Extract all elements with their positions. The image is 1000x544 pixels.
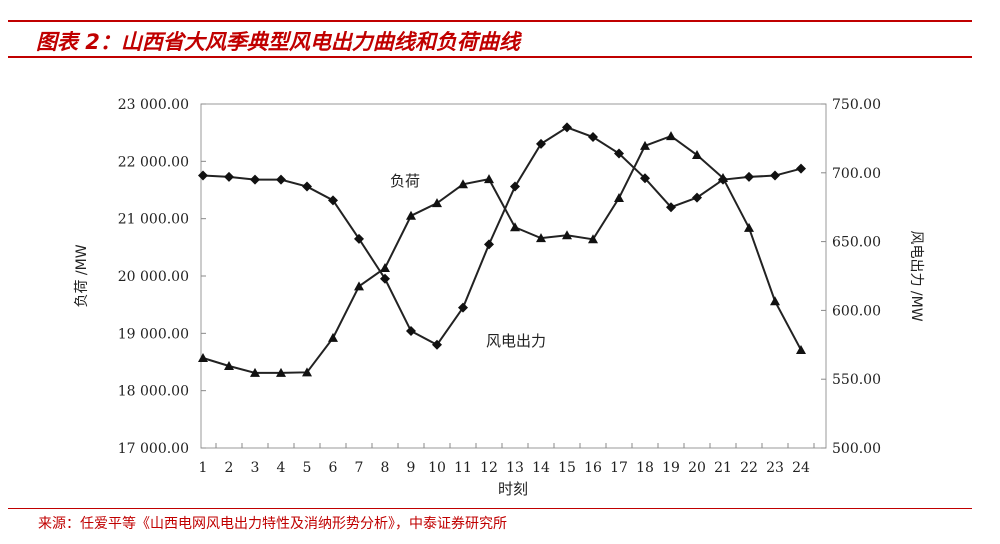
x-tick-label: 20 xyxy=(688,460,706,476)
x-tick-label: 15 xyxy=(558,460,576,476)
diamond-marker xyxy=(198,170,208,181)
diamond-marker xyxy=(744,171,754,182)
triangle-marker xyxy=(562,230,572,240)
diamond-marker xyxy=(224,171,234,182)
triangle-marker xyxy=(588,234,598,244)
x-tick-label: 8 xyxy=(381,460,390,476)
source-note: 来源：任爱平等《山西电网风电出力特性及消纳形势分析》，中泰证券研究所 xyxy=(38,516,507,532)
diamond-marker xyxy=(614,148,624,159)
x-tick-label: 19 xyxy=(662,460,680,476)
triangle-marker xyxy=(458,179,468,189)
triangle-marker xyxy=(614,193,624,203)
triangle-marker xyxy=(484,174,494,184)
x-tick-label: 12 xyxy=(480,460,498,476)
x-tick-label: 1 xyxy=(199,460,208,476)
title-rule xyxy=(8,56,972,58)
triangle-marker xyxy=(328,332,338,342)
x-tick-label: 5 xyxy=(303,460,312,476)
source-rule xyxy=(8,508,972,509)
left-tick-label: 17 000.00 xyxy=(118,441,189,457)
left-axis-label: 负荷 /MW xyxy=(74,244,90,307)
triangle-marker xyxy=(406,210,416,220)
diamond-marker xyxy=(406,326,416,337)
figure-title: 图表 2：山西省大风季典型风电出力曲线和负荷曲线 xyxy=(36,30,520,54)
series-label-wind: 风电出力 xyxy=(486,332,546,350)
diamond-marker xyxy=(718,174,728,185)
x-tick-label: 6 xyxy=(329,460,338,476)
triangle-marker xyxy=(198,352,208,362)
plot-frame xyxy=(200,103,827,449)
x-tick-label: 13 xyxy=(506,460,524,476)
x-tick-label: 23 xyxy=(766,460,784,476)
left-tick-label: 18 000.00 xyxy=(118,384,189,400)
triangle-marker xyxy=(536,233,546,243)
x-tick-label: 22 xyxy=(740,460,758,476)
triangle-marker xyxy=(354,281,364,291)
x-tick-label: 14 xyxy=(532,460,550,476)
diamond-marker xyxy=(328,195,338,206)
right-tick-label: 600.00 xyxy=(832,303,881,319)
x-tick-label: 11 xyxy=(454,460,472,476)
left-tick-label: 22 000.00 xyxy=(118,154,189,170)
triangle-marker xyxy=(744,222,754,232)
diamond-marker xyxy=(510,181,520,192)
diamond-marker xyxy=(354,233,364,244)
diamond-marker xyxy=(484,239,494,250)
triangle-marker xyxy=(432,198,442,208)
triangle-marker xyxy=(302,367,312,377)
diamond-marker xyxy=(536,138,546,149)
diamond-marker xyxy=(302,181,312,192)
x-tick-label: 3 xyxy=(251,460,260,476)
right-tick-label: 750.00 xyxy=(832,97,881,113)
series-label-load: 负荷 xyxy=(390,172,420,190)
x-tick-label: 9 xyxy=(407,460,416,476)
x-tick-label: 17 xyxy=(610,460,628,476)
x-tick-label: 10 xyxy=(428,460,446,476)
triangle-marker xyxy=(380,262,390,272)
diamond-marker xyxy=(796,163,806,174)
triangle-marker xyxy=(640,140,650,150)
left-tick-label: 20 000.00 xyxy=(118,269,189,285)
diamond-marker xyxy=(562,122,572,133)
triangle-marker xyxy=(796,344,806,354)
x-axis-label: 时刻 xyxy=(498,480,528,498)
left-tick-label: 23 000.00 xyxy=(118,97,189,113)
right-tick-label: 500.00 xyxy=(832,441,881,457)
top-rule xyxy=(8,20,972,22)
diamond-marker xyxy=(666,202,676,213)
x-tick-label: 21 xyxy=(714,460,732,476)
right-tick-label: 700.00 xyxy=(832,166,881,182)
series-line-diamond xyxy=(202,126,802,347)
triangle-marker xyxy=(250,367,260,377)
triangle-marker xyxy=(276,367,286,377)
x-tick-label: 2 xyxy=(225,460,234,476)
right-tick-label: 550.00 xyxy=(832,372,881,388)
diamond-marker xyxy=(770,170,780,181)
diamond-marker xyxy=(640,173,650,184)
left-tick-label: 19 000.00 xyxy=(118,326,189,342)
right-tick-label: 650.00 xyxy=(832,235,881,251)
triangle-marker xyxy=(224,361,234,371)
diamond-marker xyxy=(380,273,390,284)
x-tick-label: 4 xyxy=(277,460,286,476)
diamond-marker xyxy=(250,174,260,185)
x-tick-label: 24 xyxy=(792,460,810,476)
triangle-marker xyxy=(666,131,676,141)
left-tick-label: 21 000.00 xyxy=(118,212,189,228)
diamond-marker xyxy=(432,339,442,350)
diamond-marker xyxy=(692,192,702,203)
triangle-marker xyxy=(510,222,520,232)
x-tick-label: 16 xyxy=(584,460,602,476)
x-tick-label: 7 xyxy=(355,460,364,476)
triangle-marker xyxy=(692,150,702,160)
diamond-marker xyxy=(588,132,598,143)
triangle-marker xyxy=(770,296,780,306)
diamond-marker xyxy=(276,174,286,185)
diamond-marker xyxy=(458,302,468,313)
right-axis-label: 风电出力 /MW xyxy=(908,230,924,321)
x-tick-label: 18 xyxy=(636,460,654,476)
